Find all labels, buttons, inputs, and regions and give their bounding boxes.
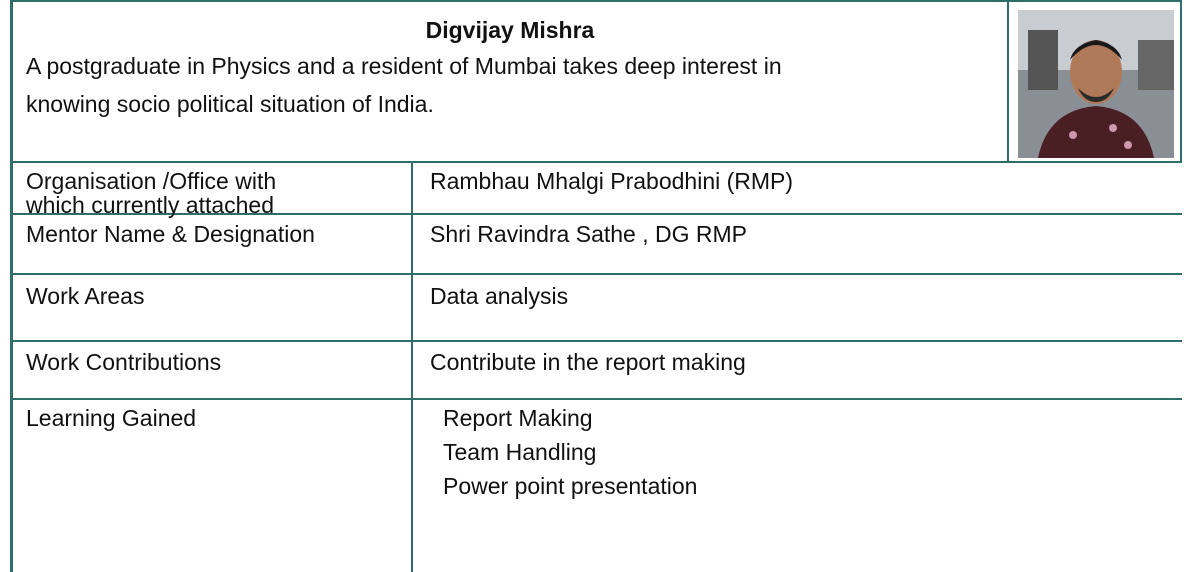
row-label: which currently attached [26,192,275,218]
left-border [10,0,13,572]
row-label: Work Contributions [26,349,222,375]
row-value: Contribute in the report making [430,349,746,375]
column-border [411,161,413,572]
row-border [10,161,1182,163]
learning-item: Power point presentation [443,473,698,499]
row-value: Data analysis [430,283,569,309]
description-line: knowing socio political situation of Ind… [26,91,434,117]
right-border [1180,0,1182,163]
row-label: Work Areas [26,283,145,309]
name: Digvijay Mishra [425,17,595,43]
description-line: A postgraduate in Physics and a resident… [26,53,782,79]
row-border [10,273,1182,275]
photo-border [1007,0,1009,163]
row-border [10,213,1182,215]
row-label: Organisation /Office with [26,168,277,194]
learning-item: Team Handling [443,439,597,465]
row-border [10,340,1182,342]
row-value: Rambhau Mhalgi Prabodhini (RMP) [430,168,794,194]
row-label: Learning Gained [26,405,197,431]
top-border [10,0,1182,2]
row-border [10,398,1182,400]
profile-photo [1018,10,1174,158]
learning-item: Report Making [443,405,593,431]
row-value: Shri Ravindra Sathe , DG RMP [430,221,748,247]
row-label: Mentor Name & Designation [26,221,315,247]
